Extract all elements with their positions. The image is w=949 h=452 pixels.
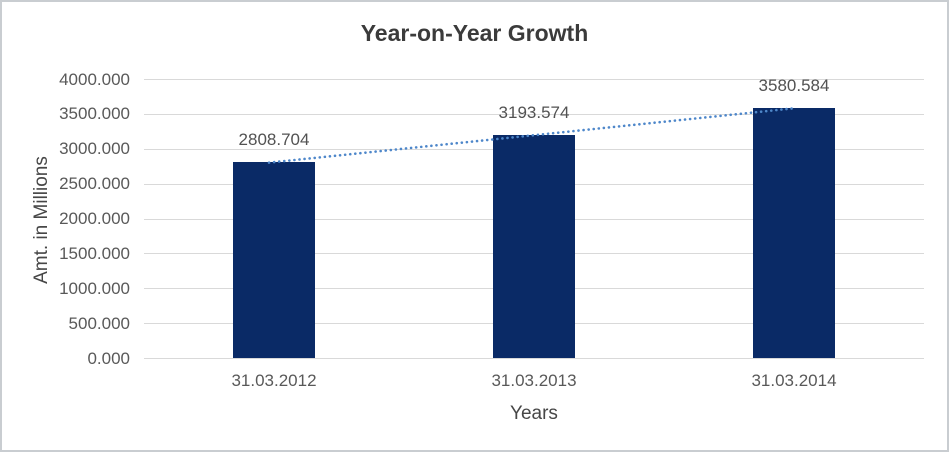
x-tick-label: 31.03.2014 <box>751 371 837 390</box>
bar-value-label: 3580.584 <box>758 76 830 96</box>
trendline <box>267 106 798 164</box>
y-tick-label: 1000.000 <box>59 278 130 298</box>
gridline <box>144 358 924 359</box>
gridline <box>144 113 924 115</box>
x-tick-label: 31.03.2013 <box>491 371 577 390</box>
bar <box>233 162 315 358</box>
bar-value-label: 2808.704 <box>238 130 310 150</box>
plot-area <box>144 79 924 359</box>
x-axis-title: Years <box>510 403 558 424</box>
y-tick-label: 3000.000 <box>59 139 130 159</box>
y-tick-label: 4000.000 <box>59 69 130 89</box>
bar <box>493 135 575 358</box>
y-tick-label: 0.000 <box>87 348 130 368</box>
y-tick-label: 3500.000 <box>59 104 130 124</box>
bar <box>753 108 835 358</box>
bar-value-label: 3193.574 <box>498 103 570 123</box>
gridline <box>144 79 924 80</box>
y-tick-label: 2000.000 <box>59 209 130 228</box>
trendline-line <box>267 106 798 164</box>
x-tick-label: 31.03.2012 <box>231 371 317 390</box>
y-tick-label: 2500.000 <box>59 174 130 194</box>
y-tick-label: 500.000 <box>68 313 130 333</box>
chart-title: Year-on-Year Growth <box>360 20 589 46</box>
y-tick-label: 1500.000 <box>59 243 130 263</box>
